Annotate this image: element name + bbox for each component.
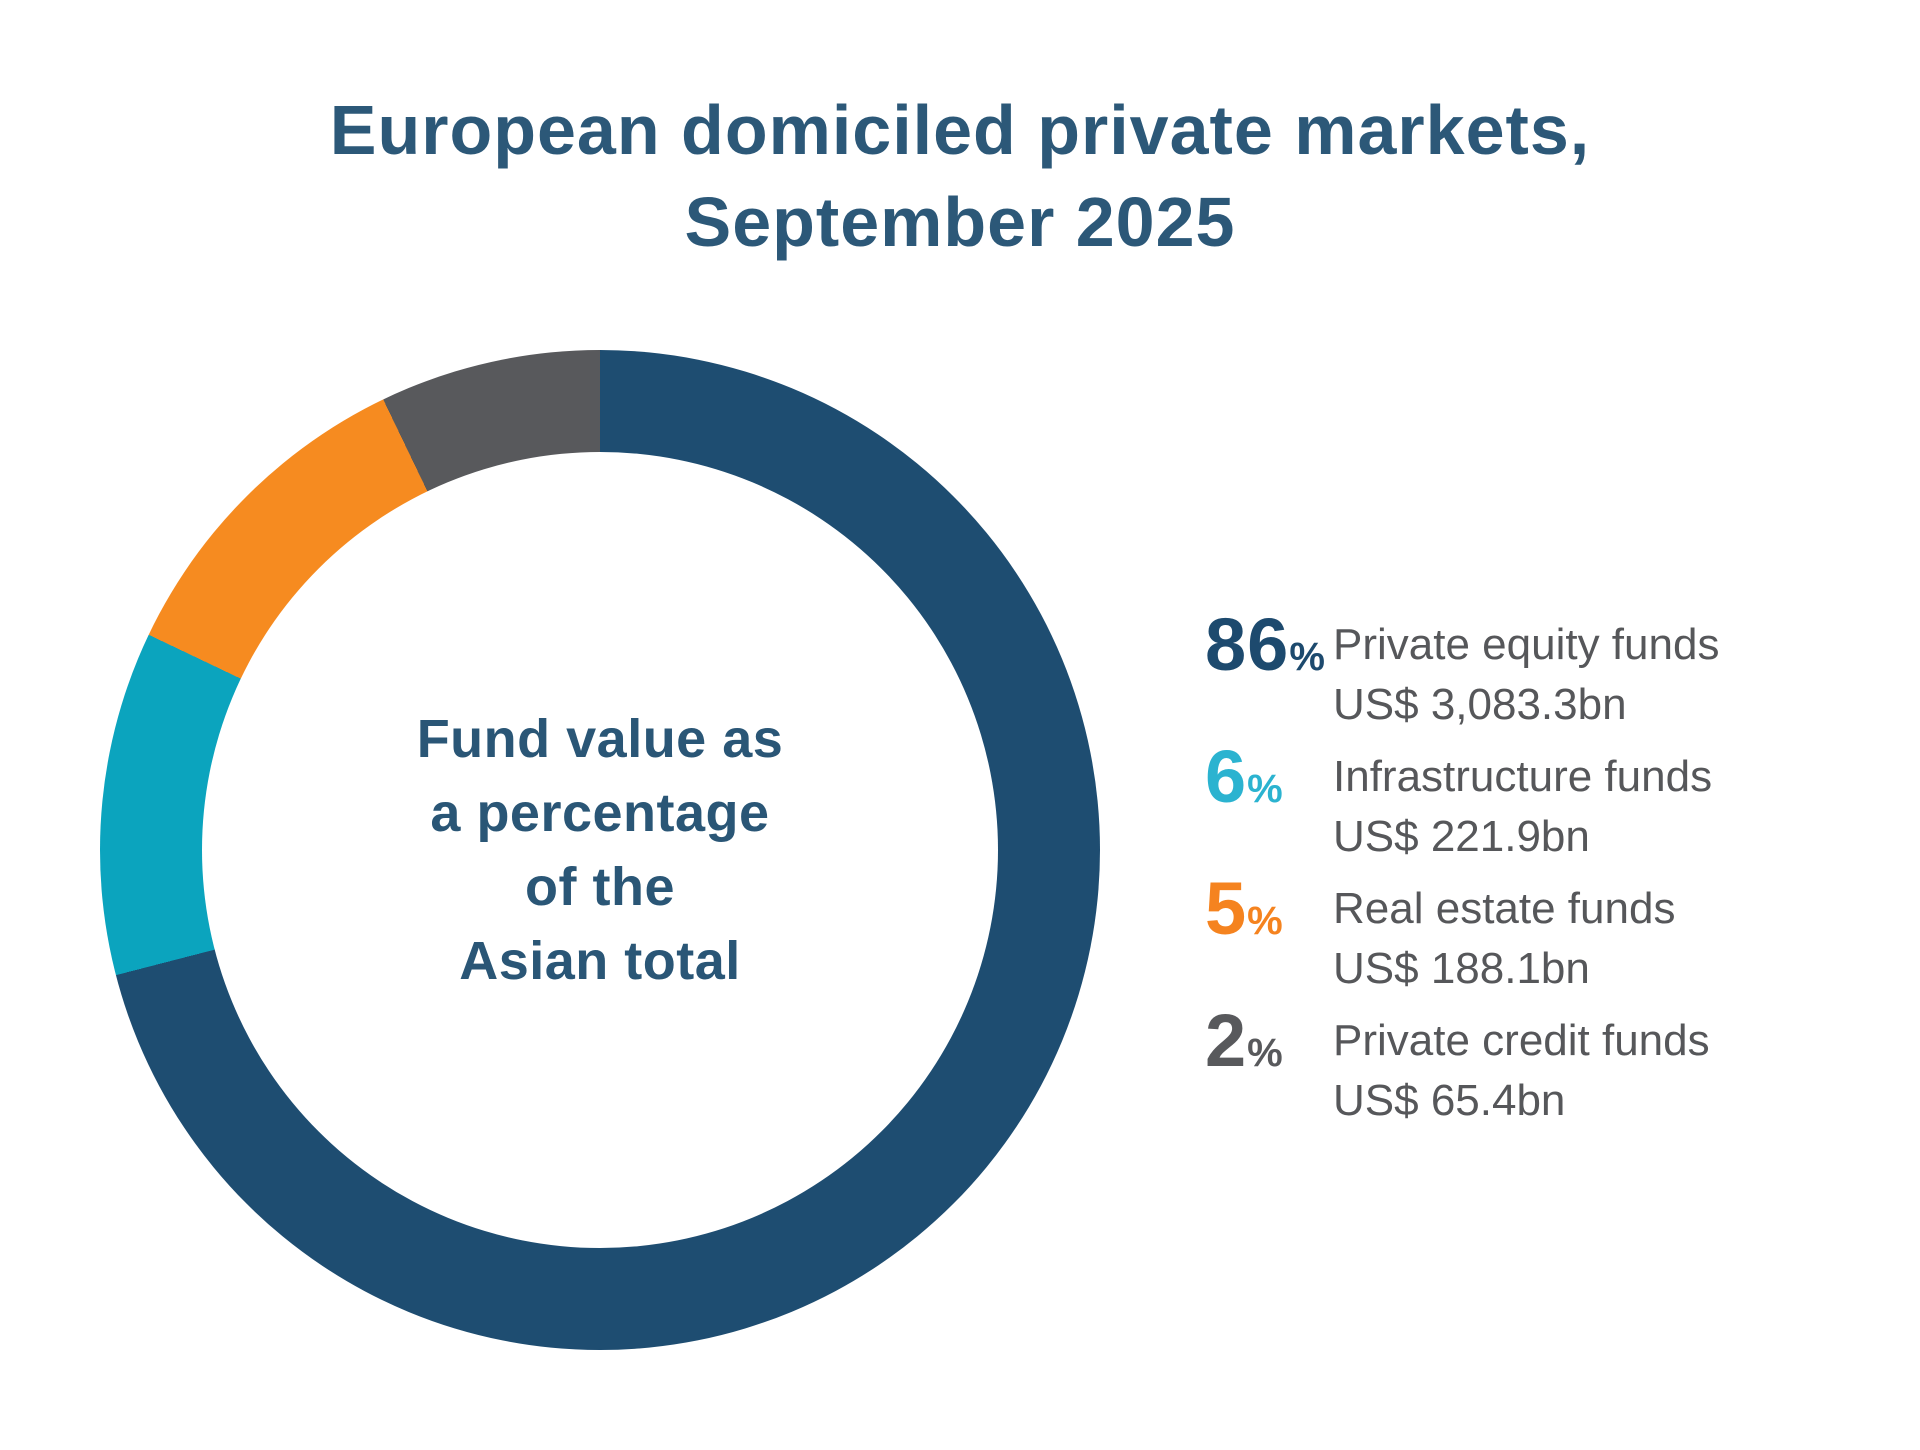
legend-percent-number: 86 <box>1205 603 1290 686</box>
legend-label-name: Private credit funds <box>1333 1016 1710 1065</box>
legend-percent-number: 2 <box>1205 999 1248 1082</box>
legend-row: 86% Private equity funds US$ 3,083.3bn <box>1205 608 1865 735</box>
legend-label-name: Private equity funds <box>1333 620 1720 669</box>
center-label-line1: Fund value as <box>416 709 784 769</box>
legend-percent: 6% <box>1205 740 1333 819</box>
percent-sign: % <box>1289 635 1325 679</box>
page-title: European domiciled private markets, Sept… <box>0 84 1920 268</box>
percent-sign: % <box>1247 1031 1283 1075</box>
legend-label-value: US$ 221.9bn <box>1333 812 1590 861</box>
donut-center-label: Fund value as a percentage of the Asian … <box>417 702 784 998</box>
legend-label: Infrastructure funds US$ 221.9bn <box>1333 747 1865 867</box>
center-label-line4: Asian total <box>459 931 741 991</box>
legend-percent: 5% <box>1205 872 1333 951</box>
legend-label-value: US$ 65.4bn <box>1333 1076 1566 1125</box>
legend-percent-number: 5 <box>1205 867 1248 950</box>
donut-ring: Fund value as a percentage of the Asian … <box>100 350 1100 1350</box>
legend-label: Private credit funds US$ 65.4bn <box>1333 1011 1865 1131</box>
legend-label: Real estate funds US$ 188.1bn <box>1333 879 1865 999</box>
page-title-line1: European domiciled private markets, <box>329 91 1591 169</box>
center-label-line3: of the <box>525 857 675 917</box>
percent-sign: % <box>1247 899 1283 943</box>
donut-hole: Fund value as a percentage of the Asian … <box>202 452 998 1248</box>
legend-percent-number: 6 <box>1205 735 1248 818</box>
percent-sign: % <box>1247 767 1283 811</box>
legend-label-name: Real estate funds <box>1333 884 1676 933</box>
legend-row: 5% Real estate funds US$ 188.1bn <box>1205 872 1865 999</box>
center-label-line2: a percentage <box>430 783 770 843</box>
legend-label-name: Infrastructure funds <box>1333 752 1713 801</box>
legend-label-value: US$ 3,083.3bn <box>1333 680 1627 729</box>
legend-row: 2% Private credit funds US$ 65.4bn <box>1205 1004 1865 1131</box>
legend-percent: 2% <box>1205 1004 1333 1083</box>
legend-label: Private equity funds US$ 3,083.3bn <box>1333 615 1865 735</box>
legend-percent: 86% <box>1205 608 1333 687</box>
legend-row: 6% Infrastructure funds US$ 221.9bn <box>1205 740 1865 867</box>
legend-label-value: US$ 188.1bn <box>1333 944 1590 993</box>
legend: 86% Private equity funds US$ 3,083.3bn 6… <box>1205 608 1865 1143</box>
page-title-line2: September 2025 <box>684 183 1236 261</box>
